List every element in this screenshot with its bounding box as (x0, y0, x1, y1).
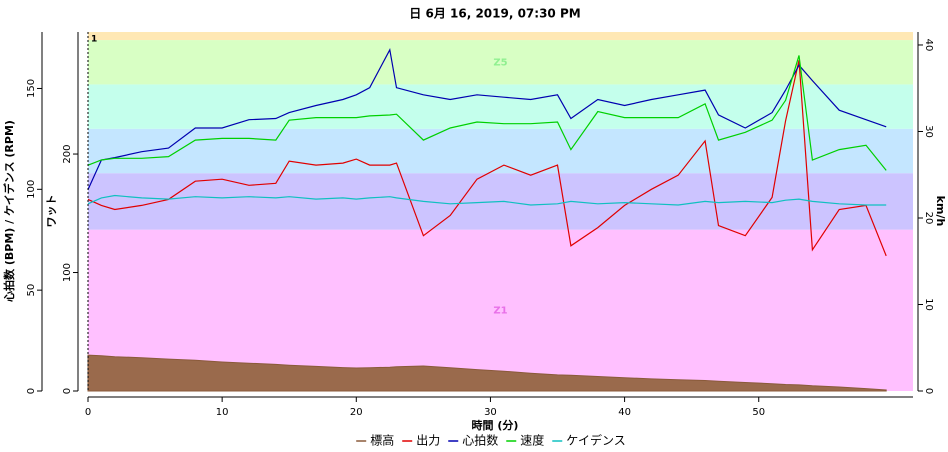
legend-label: 心拍数 (462, 433, 498, 448)
y-axis-label: ワット (45, 195, 58, 228)
legend-label: 速度 (520, 433, 544, 448)
x-axis-label: 時間 (分) (472, 418, 519, 432)
y3-tick-label: 200 (62, 144, 73, 163)
y3-tick-label: 100 (62, 263, 73, 282)
y2-tick-label: 20 (923, 212, 934, 225)
zone-label: Z5 (493, 57, 507, 68)
y3-tick-label: 0 (62, 388, 73, 394)
legend-label: 標高 (370, 433, 394, 448)
chart-title: 日 6月 16, 2019, 07:30 PM (409, 7, 580, 21)
x-tick-label: 0 (85, 407, 91, 418)
y-tick-label: 100 (26, 180, 37, 199)
series-line (87, 47, 887, 190)
y2-tick-label: 30 (923, 125, 934, 138)
legend: 標高 出力 心拍数 速度 ケイデンス (356, 433, 626, 448)
legend-label: ケイデンス (566, 433, 626, 448)
y2-axis-label: km/h (934, 196, 947, 227)
x-tick-label: 30 (484, 407, 497, 418)
y-tick-label: 0 (26, 388, 37, 394)
zone-band (88, 32, 913, 41)
zone-band (88, 128, 913, 174)
series-line (87, 55, 887, 171)
y2-tick-label: 40 (923, 39, 934, 52)
legend-label: 出力 (416, 434, 440, 448)
y-tick-label: 150 (26, 79, 37, 98)
y-tick-label: 50 (26, 284, 37, 297)
series-line (87, 60, 887, 257)
x-tick-label: 20 (350, 407, 363, 418)
series-line (87, 194, 887, 206)
y3-axis-label: 心拍数 (BPM) / ケイデンス (RPM) (2, 120, 16, 302)
y2-tick-label: 10 (923, 298, 934, 311)
x-tick-label: 40 (618, 407, 631, 418)
zone-label: Z1 (493, 305, 507, 316)
y2-tick-label: 0 (923, 388, 934, 394)
zone-band (88, 40, 913, 85)
lap-label: 1 (91, 35, 97, 45)
x-tick-label: 50 (752, 407, 765, 418)
area (87, 354, 887, 392)
x-tick-label: 10 (216, 407, 229, 418)
